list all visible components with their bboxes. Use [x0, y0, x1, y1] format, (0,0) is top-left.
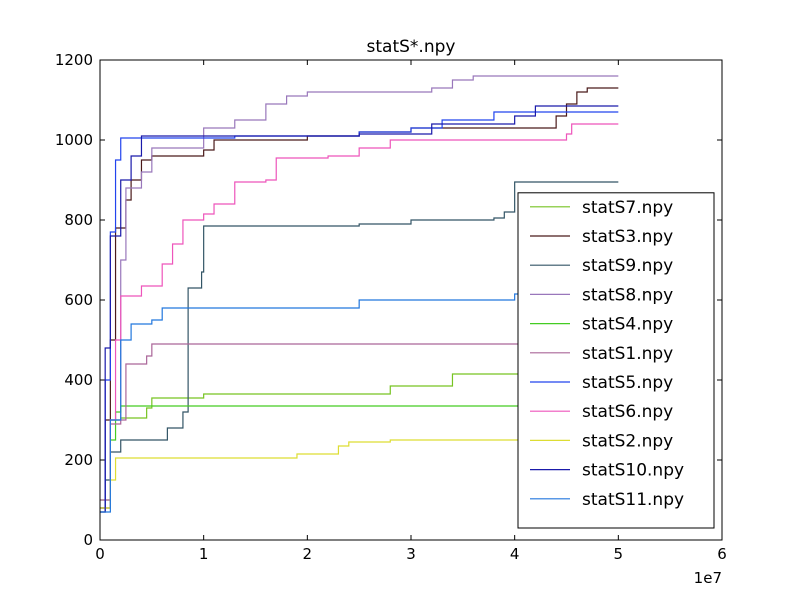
y-tick-label: 400	[64, 371, 93, 389]
y-tick-label: 800	[64, 211, 93, 229]
series-line	[100, 439, 619, 509]
y-tick-label: 0	[83, 531, 93, 549]
x-tick-label: 2	[303, 545, 313, 563]
x-tick-label: 5	[614, 545, 624, 563]
series-line	[100, 181, 619, 509]
legend-box	[517, 192, 715, 529]
legend-label: statS6.npy	[582, 402, 673, 422]
x-offset-label: 1e7	[694, 569, 722, 587]
x-tick-label: 3	[406, 545, 416, 563]
legend-label: statS7.npy	[582, 198, 673, 218]
x-tick-label: 4	[510, 545, 520, 563]
x-tick-label: 1	[199, 545, 209, 563]
legend-label: statS4.npy	[582, 315, 673, 335]
legend-label: statS9.npy	[582, 256, 673, 276]
series-line	[100, 75, 619, 509]
legend-label: statS10.npy	[582, 461, 684, 481]
series-line	[100, 123, 619, 509]
series-line	[100, 87, 619, 513]
y-tick-label: 1000	[55, 131, 93, 149]
legend-label: statS5.npy	[582, 373, 673, 393]
y-tick-label: 200	[64, 451, 93, 469]
plot-frame	[99, 59, 723, 541]
series-line	[100, 105, 619, 513]
series-line	[100, 293, 619, 513]
legend-label: statS8.npy	[582, 285, 673, 305]
legend-label: statS11.npy	[582, 490, 684, 510]
legend-label: statS3.npy	[582, 227, 673, 247]
chart-title: statS*.npy	[367, 37, 456, 57]
series-line	[100, 111, 619, 509]
x-tick-label: 6	[717, 545, 727, 563]
y-tick-label: 600	[64, 291, 93, 309]
y-tick-label: 1200	[55, 51, 93, 69]
x-tick-label: 0	[95, 545, 105, 563]
legend-label: statS2.npy	[582, 431, 673, 451]
legend-label: statS1.npy	[582, 344, 673, 364]
